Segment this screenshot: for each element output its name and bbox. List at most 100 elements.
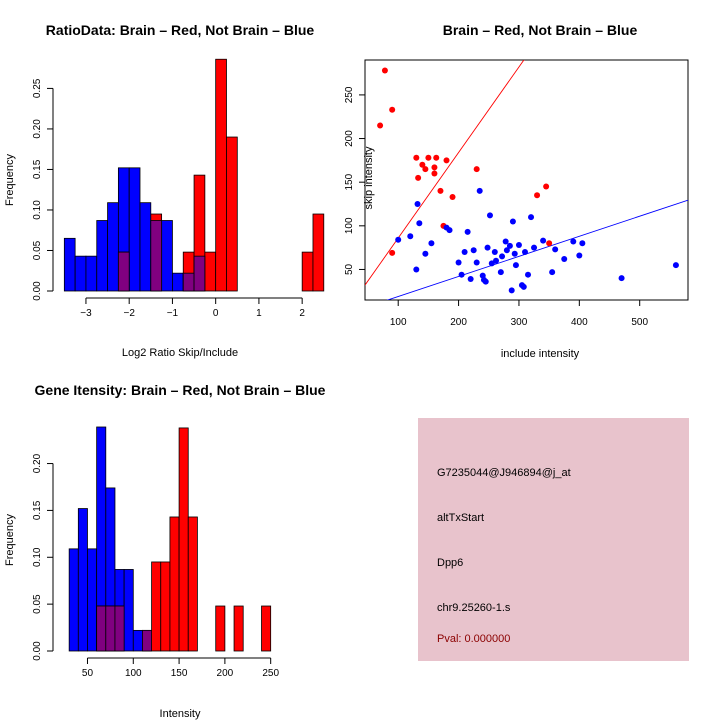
not-brain-scatter-point (486, 212, 493, 219)
not-brain-scatter-point (497, 269, 504, 276)
x-tick-label: 250 (262, 668, 279, 679)
not-brain-histogram-bar (139, 202, 152, 292)
not-brain-scatter-point (455, 259, 462, 266)
x-tick-label: 100 (390, 317, 407, 328)
brain-histogram-bar (151, 561, 162, 652)
not-brain-histogram-bar (107, 202, 119, 292)
brain-scatter-point (425, 154, 432, 161)
overlap-histogram-bar (105, 605, 116, 652)
x-tick-label: 200 (217, 668, 234, 679)
not-brain-scatter-point (561, 255, 568, 262)
brain-scatter-point (431, 164, 438, 171)
not-brain-histogram-bar (74, 255, 87, 292)
pval-text: Pval: 0.000000 (437, 633, 510, 645)
not-brain-histogram-bar (77, 508, 88, 652)
intensity-histogram-xlabel: Intensity (160, 708, 201, 720)
not-brain-scatter-point (446, 227, 453, 234)
ratio-histogram-panel: RatioData: Brain – Red, Not Brain – Blue… (4, 22, 325, 359)
ratio-histogram-xlabel: Log2 Ratio Skip/Include (122, 347, 238, 359)
not-brain-scatter-point (512, 262, 519, 269)
brain-scatter-point (422, 166, 429, 173)
not-brain-histogram-bar (68, 548, 79, 652)
brain-scatter-point (443, 157, 450, 164)
not-brain-scatter-point (528, 214, 535, 221)
x-tick-label: 50 (82, 668, 94, 679)
scatter-xlabel: include intensity (501, 348, 580, 360)
y-tick-label: 0.00 (32, 641, 43, 661)
intensity-scatter-panel: Brain – Red, Not Brain – Blue 100 200 300 4… (344, 22, 689, 360)
brain-scatter-point (534, 192, 541, 199)
brain-histogram-bar (215, 58, 227, 292)
not-brain-scatter-point (395, 236, 402, 243)
scatter-ylabel: skip intensity (363, 146, 375, 209)
not-brain-scatter-point (509, 218, 516, 225)
not-brain-scatter-point (520, 283, 527, 290)
not-brain-scatter-point (531, 244, 538, 251)
overlap-histogram-bar (117, 251, 130, 292)
not-brain-scatter-point (499, 253, 506, 260)
not-brain-scatter-point (422, 250, 429, 257)
not-brain-scatter-point (476, 187, 483, 194)
not-brain-scatter-point (414, 201, 421, 207)
y-tick-label: 0.15 (32, 159, 43, 179)
not-brain-scatter-point (552, 246, 559, 253)
y-tick-label: 0.20 (32, 119, 43, 139)
not-brain-histogram-bar (63, 237, 76, 292)
not-brain-scatter-point (576, 252, 583, 259)
brain-scatter-point (543, 183, 550, 190)
x-tick-label: 100 (125, 668, 142, 679)
not-brain-scatter-point (579, 240, 586, 247)
not-brain-histogram-bar (128, 167, 141, 292)
overlap-histogram-bar (182, 272, 195, 292)
not-brain-scatter-point (470, 247, 477, 254)
ratio-histogram-axes: −3 −2 −1 0 1 2 0.00 0.05 0.10 0.15 0.20 0.25 (32, 78, 305, 319)
overlap-histogram-bar (142, 629, 153, 652)
not-brain-scatter-point (540, 237, 547, 244)
brain-histogram-bar (187, 516, 198, 652)
ratio-histogram-title: RatioData: Brain – Red, Not Brain – Blue (46, 22, 315, 38)
y-tick-label: 0.20 (32, 453, 43, 473)
event-type-text: altTxStart (437, 512, 484, 524)
brain-scatter-point (546, 240, 553, 247)
not-brain-scatter-point (461, 249, 468, 255)
x-tick-label: 200 (450, 317, 467, 328)
not-brain-scatter-point (508, 287, 515, 294)
probe-id-text: G7235044@J946894@j_at (437, 467, 571, 479)
y-tick-label: 0.10 (32, 200, 43, 220)
brain-histogram-bar (160, 561, 171, 652)
location-text: chr9.25260-1.s (437, 602, 511, 614)
brain-scatter-point (381, 67, 388, 74)
y-tick-label: 0.25 (32, 78, 43, 98)
x-tick-label: 500 (631, 317, 648, 328)
overlap-histogram-bar (96, 605, 107, 652)
x-tick-label: −1 (167, 308, 179, 319)
not-brain-scatter-point (484, 244, 491, 251)
brain-regression-line (365, 60, 525, 286)
brain-scatter-point (433, 154, 440, 161)
brain-scatter-point (449, 194, 456, 201)
brain-scatter-point (431, 170, 438, 177)
info-panel-background (418, 418, 689, 661)
not-brain-scatter-point (570, 238, 577, 245)
x-tick-label: 1 (256, 308, 262, 319)
y-tick-label: 0.10 (32, 547, 43, 567)
x-tick-label: −2 (123, 308, 135, 319)
y-tick-label: 150 (344, 173, 355, 190)
not-brain-scatter-point (503, 247, 510, 254)
brain-histogram-bar (233, 605, 244, 652)
brain-scatter-point (377, 122, 384, 129)
brain-histogram-bar (226, 136, 238, 292)
not-brain-scatter-point (482, 278, 489, 285)
regression-lines (365, 60, 688, 300)
brain-scatter-point (419, 161, 426, 168)
not-brain-scatter-point (618, 275, 625, 282)
brain-histogram-bar (169, 516, 180, 652)
brain-histogram-bar (261, 605, 272, 652)
y-tick-label: 200 (344, 130, 355, 147)
y-tick-label: 0.15 (32, 500, 43, 520)
ratio-histogram-ylabel: Frequency (4, 154, 16, 206)
not-brain-histogram-bar (161, 220, 173, 292)
brain-scatter-point (437, 187, 444, 194)
overlap-histogram-bar (193, 255, 206, 292)
